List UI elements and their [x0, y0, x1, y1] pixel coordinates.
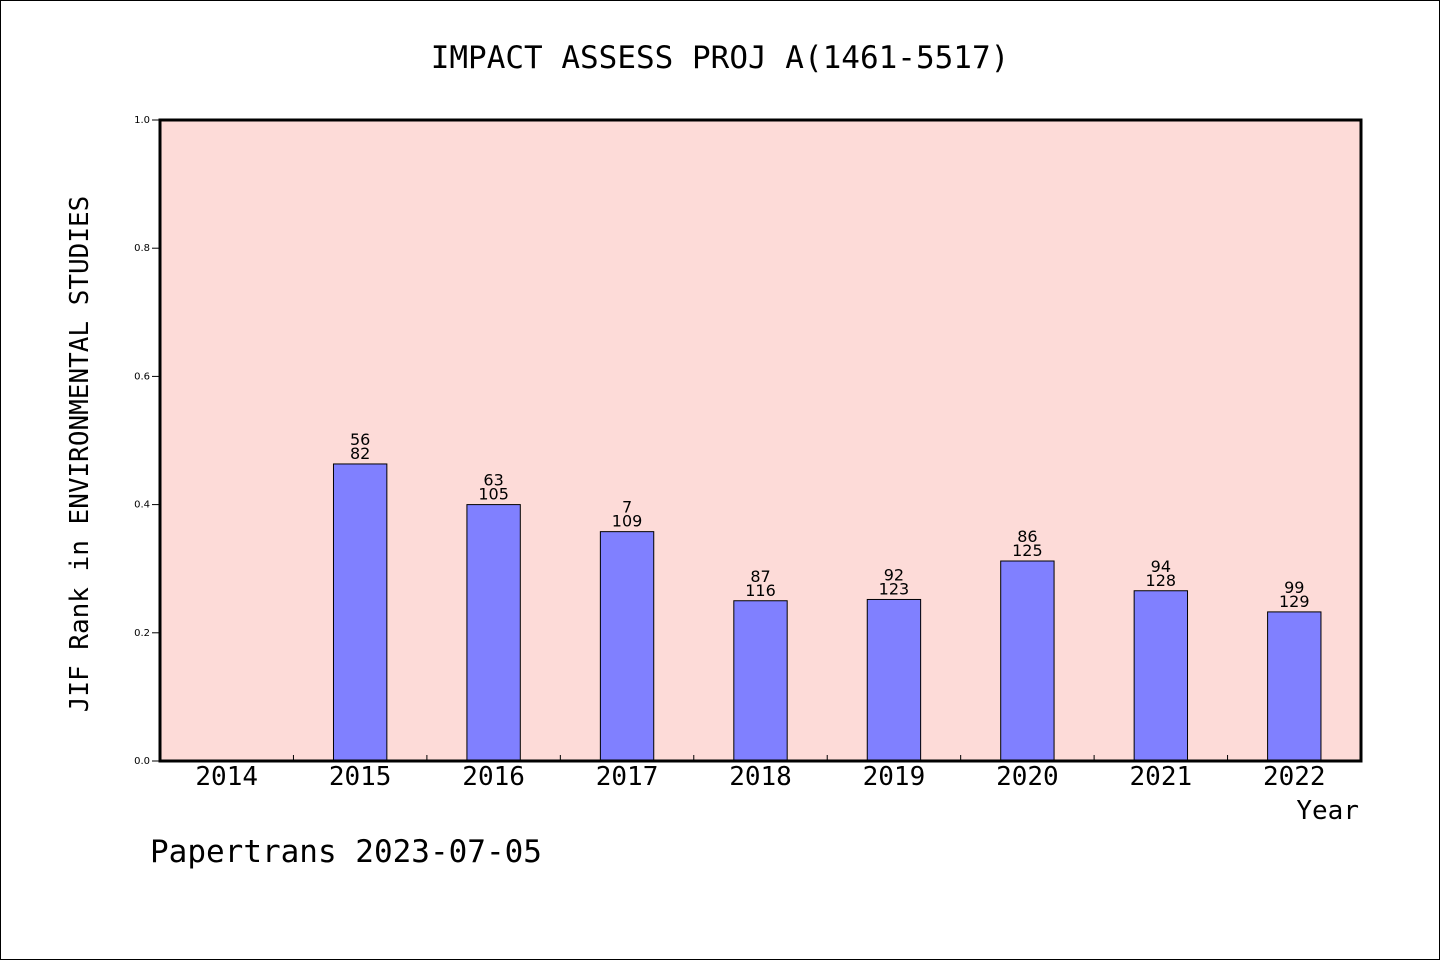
x-tick-label: 2015: [329, 762, 392, 792]
bar-rank-label: 56: [350, 430, 370, 449]
bar-2016: [466, 504, 521, 762]
x-tick-label: 2017: [596, 762, 659, 792]
bar-total-label: 123: [879, 579, 910, 598]
bar-rank-label: 99: [1284, 578, 1304, 597]
x-tick-label: 2021: [1130, 762, 1193, 792]
y-tick-label: 0.2: [134, 628, 150, 639]
y-tick-label: 0.6: [134, 371, 150, 382]
y-tick-label: 1.0: [134, 115, 150, 126]
bar-2021: [1133, 590, 1189, 762]
bar-rank-label: 7: [622, 498, 632, 517]
chart-title: IMPACT ASSESS PROJ A(1461-5517): [431, 40, 1010, 76]
y-tick-label: 0.8: [134, 243, 150, 254]
x-axis: 2014 2015 2016 2017 2018 2019 2020 2021 2022: [195, 755, 1326, 792]
bar-2020: [1000, 560, 1055, 762]
y-axis-label: JIF Rank in ENVIRONMENTAL STUDIES: [65, 196, 95, 713]
x-tick-label: 2019: [863, 762, 926, 792]
footer-caption: Papertrans 2023-07-05: [150, 834, 542, 870]
bar-total-label: 105: [478, 485, 509, 504]
bar-rank-label: 94: [1151, 557, 1171, 576]
y-axis: 0.0 0.2 0.4 0.6 0.8 1.0: [134, 115, 160, 767]
bar-rank-label: 63: [483, 471, 503, 490]
bar-2022: [1267, 611, 1322, 762]
bar-2019: [866, 598, 922, 762]
bar-rank-label: 87: [750, 567, 770, 586]
x-axis-label: Year: [1296, 796, 1359, 826]
x-tick-label: 2020: [996, 762, 1059, 792]
bar-total-label: 109: [612, 512, 643, 531]
bar-2015: [332, 463, 388, 762]
x-tick-label: 2016: [462, 762, 525, 792]
bar-rank-label: 92: [884, 565, 904, 584]
x-tick-label: 2018: [729, 762, 792, 792]
plot-frame: [158, 118, 1363, 763]
bar-total-label: 125: [1012, 541, 1043, 560]
x-tick-label: 2014: [195, 762, 258, 792]
bar-total-label: 82: [350, 444, 370, 463]
bar-2018: [733, 600, 788, 762]
bar-total-label: 129: [1279, 592, 1310, 611]
y-tick-label: 0.4: [134, 500, 150, 511]
bar-2017: [599, 531, 655, 762]
y-tick-label: 0.0: [134, 756, 150, 767]
bar-rank-label: 86: [1017, 527, 1037, 546]
bar-total-label: 128: [1146, 571, 1177, 590]
bar-total-label: 116: [745, 581, 776, 600]
x-tick-label: 2022: [1263, 762, 1326, 792]
